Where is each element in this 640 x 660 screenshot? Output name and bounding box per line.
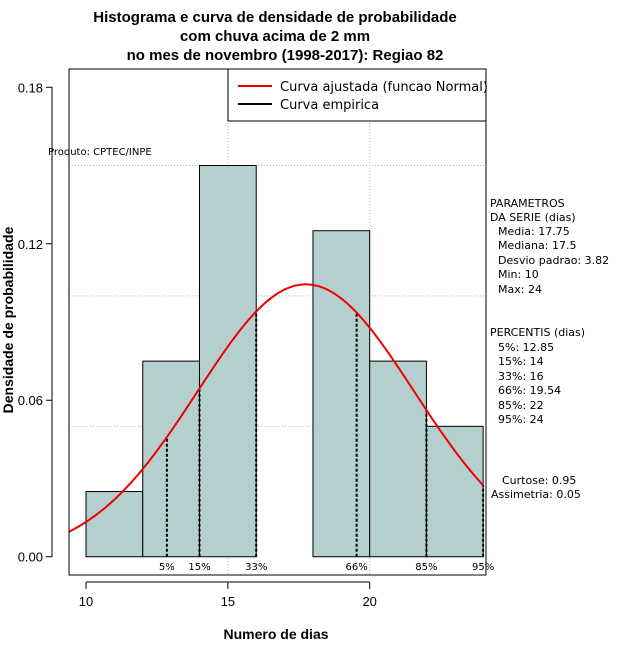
histogram-bar	[312, 230, 371, 558]
y-axis: 0.00 0.06 0.12 0.18	[18, 80, 53, 565]
percentile-label: 33%	[245, 562, 267, 573]
percentis-line: 95%: 24	[498, 413, 544, 426]
params-line: Desvio padrao: 3.82	[498, 254, 609, 267]
params-line: Mediana: 17.5	[498, 239, 576, 252]
params-line: Max: 24	[498, 283, 542, 296]
kurtosis-line: Curtose: 0.95	[502, 474, 576, 487]
legend-empirical-label: Curva empirica	[280, 98, 379, 113]
y-tick-label: 0.00	[18, 550, 43, 565]
x-axis-title: Numero de dias	[223, 626, 328, 642]
chart-title: Histograma e curva de densidade de proba…	[93, 9, 456, 64]
percentile-label: 5%	[159, 562, 175, 573]
normal-curve	[68, 283, 484, 533]
plot-area: 5% 15% 33% 66% 85% 95%	[68, 68, 494, 576]
credit-text: Produto: CPTEC/INPE	[48, 147, 152, 158]
percentis-line: 33%: 16	[498, 370, 544, 383]
histogram-bar	[85, 491, 144, 558]
percentile-label: 15%	[188, 562, 210, 573]
percentile-label: 66%	[346, 562, 368, 573]
x-axis: 10 15 20	[79, 581, 377, 609]
x-tick-label: 15	[221, 594, 235, 609]
x-tick-label: 20	[362, 594, 376, 609]
title-line-2: com chuva acima de 2 mm	[180, 28, 370, 45]
title-line-3: no mes de novembro (1998-2017): Regiao 8…	[127, 47, 444, 64]
percentis-line: 5%: 12.85	[498, 341, 554, 354]
percentile-label: 85%	[415, 562, 437, 573]
percentis-header: PERCENTIS (dias)	[490, 326, 585, 339]
params-line: Media: 17.75	[498, 225, 570, 238]
histogram-bar	[369, 360, 427, 558]
skewness-line: Assimetria: 0.05	[491, 488, 581, 501]
percentile-labels: 5% 15% 33% 66% 85% 95%	[159, 562, 494, 573]
histogram-bar	[142, 360, 200, 558]
y-tick-label: 0.06	[18, 393, 43, 408]
params-line: Min: 10	[498, 268, 539, 281]
percentis-line: 66%: 19.54	[498, 384, 561, 397]
params-block: PARAMETROS DA SERIE (dias) Media: 17.75 …	[490, 197, 609, 296]
x-tick-label: 10	[79, 594, 93, 609]
percentis-line: 15%: 14	[498, 355, 544, 368]
histogram-bar	[198, 165, 257, 558]
legend-normal-label: Curva ajustada (funcao Normal)	[280, 80, 488, 95]
params-header-1: PARAMETROS	[490, 197, 565, 210]
percentile-lines	[165, 311, 485, 557]
percentis-block: PERCENTIS (dias) 5%: 12.85 15%: 14 33%: …	[490, 326, 585, 426]
y-axis-title: Densidade de probabilidade	[0, 226, 16, 413]
shape-block: Curtose: 0.95 Assimetria: 0.05	[491, 474, 581, 501]
y-tick-label: 0.12	[18, 237, 43, 252]
histogram-bar	[425, 425, 484, 558]
title-line-1: Histograma e curva de densidade de proba…	[93, 9, 456, 26]
percentile-label: 95%	[472, 562, 494, 573]
percentis-line: 85%: 22	[498, 399, 544, 412]
legend: Curva ajustada (funcao Normal) Curva emp…	[227, 68, 488, 122]
histogram-bars	[85, 165, 484, 558]
legend-box	[227, 68, 487, 122]
y-tick-label: 0.18	[18, 80, 43, 95]
params-header-2: DA SERIE (dias)	[490, 211, 576, 224]
